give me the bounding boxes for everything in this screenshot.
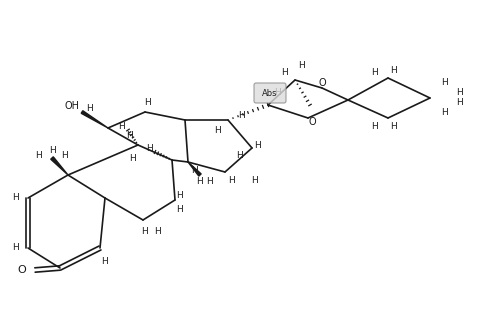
- Text: H: H: [146, 143, 153, 153]
- Text: H: H: [206, 177, 213, 187]
- Text: H: H: [298, 61, 305, 70]
- Text: H: H: [228, 176, 235, 184]
- Text: H: H: [251, 176, 258, 184]
- Text: H: H: [61, 150, 68, 159]
- Text: H: H: [371, 67, 378, 77]
- Text: H: H: [48, 146, 55, 154]
- Text: H: H: [274, 87, 281, 96]
- Text: H: H: [154, 227, 161, 236]
- Text: H: H: [129, 154, 136, 163]
- Text: H: H: [238, 111, 245, 120]
- Text: O: O: [307, 117, 315, 127]
- Text: OH: OH: [64, 101, 79, 111]
- Text: H: H: [126, 130, 133, 139]
- Text: H: H: [34, 150, 41, 159]
- Text: O: O: [17, 265, 26, 275]
- Text: H: H: [12, 243, 18, 252]
- Text: H: H: [102, 257, 108, 266]
- Text: H: H: [390, 66, 396, 74]
- Text: H: H: [371, 121, 378, 130]
- Text: H: H: [176, 205, 183, 214]
- Text: H: H: [12, 193, 18, 202]
- Text: O: O: [318, 78, 325, 88]
- Text: H: H: [236, 150, 243, 159]
- Text: H: H: [119, 121, 125, 130]
- Text: H: H: [144, 98, 151, 107]
- Text: H: H: [441, 108, 447, 116]
- Text: Abs: Abs: [262, 88, 277, 98]
- Text: H: H: [214, 125, 221, 134]
- Text: H: H: [455, 87, 462, 96]
- Text: H: H: [87, 104, 93, 112]
- Text: H: H: [281, 67, 288, 77]
- Text: H: H: [254, 141, 261, 150]
- Text: H: H: [141, 227, 148, 236]
- Polygon shape: [188, 162, 201, 176]
- Text: H: H: [455, 98, 462, 107]
- Polygon shape: [51, 157, 68, 175]
- Text: H: H: [196, 177, 203, 187]
- Polygon shape: [81, 111, 108, 128]
- Text: H: H: [390, 121, 396, 130]
- Text: H: H: [441, 78, 447, 87]
- Text: H: H: [176, 191, 183, 200]
- FancyBboxPatch shape: [254, 83, 286, 103]
- Text: H: H: [191, 166, 198, 175]
